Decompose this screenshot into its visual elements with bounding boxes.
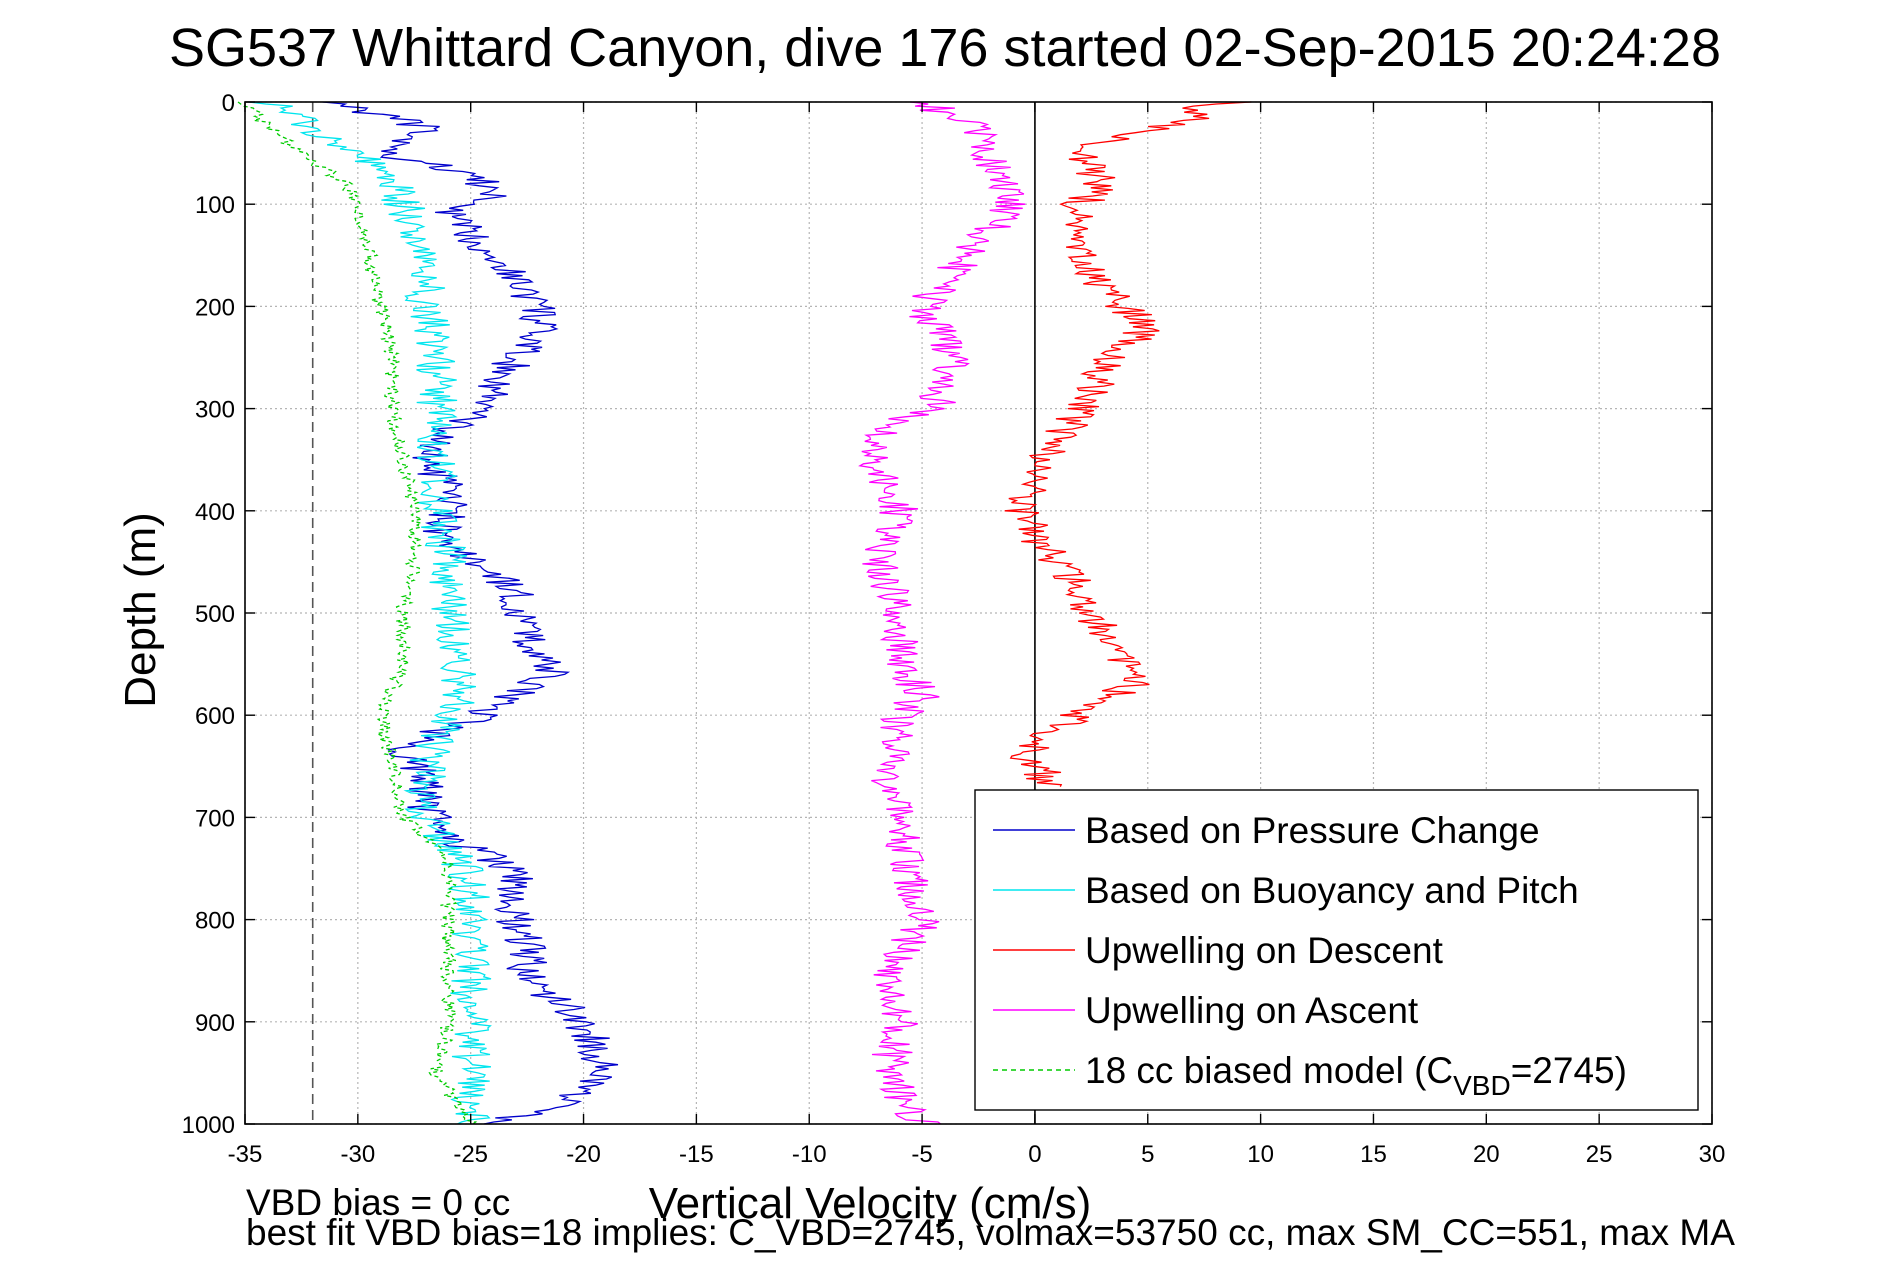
x-tick-label: 10 [1247, 1141, 1274, 1168]
chart-title: SG537 Whittard Canyon, dive 176 started … [169, 18, 1721, 78]
series-line [248, 101, 492, 1125]
best-fit-note: best fit VBD bias=18 implies: C_VBD=2745… [246, 1212, 1735, 1253]
y-axis-label: Depth (m) [116, 512, 165, 708]
y-tick-label: 1000 [182, 1112, 235, 1139]
series-path [248, 101, 492, 1125]
legend-label: 18 cc biased model (CVBD=2745) [1085, 1050, 1627, 1101]
x-tick-label: 25 [1586, 1141, 1613, 1168]
series-path [858, 101, 1026, 1125]
legend-label: Based on Pressure Change [1085, 810, 1540, 851]
x-tick-label: -30 [341, 1141, 376, 1168]
series-line [858, 101, 1026, 1125]
x-tick-label: 20 [1473, 1141, 1500, 1168]
series-path [1004, 101, 1252, 787]
legend-box [974, 789, 1699, 1111]
y-tick-label: 100 [195, 192, 235, 219]
x-axis-label: Vertical Velocity (cm/s) [649, 1179, 1092, 1228]
axes [244, 101, 1713, 1125]
data-series [237, 101, 1252, 1125]
series-line [322, 101, 619, 1125]
legend: Based on Pressure Change Based on Buoyanc… [974, 789, 1699, 1111]
x-tick-label: -10 [792, 1141, 827, 1168]
y-tick-label: 900 [195, 1010, 235, 1037]
y-tick-label: 500 [195, 601, 235, 628]
y-tick-label: 700 [195, 805, 235, 832]
x-tick-label: -5 [911, 1141, 932, 1168]
x-tick-label: 15 [1360, 1141, 1387, 1168]
y-tick-label: 400 [195, 499, 235, 526]
y-tick-labels: 0 100 200 300 400 500 600 700 800 900 1000 [182, 90, 235, 1139]
y-tick-label: 200 [195, 294, 235, 321]
x-tick-labels: -35 -30 -25 -20 -15 -10 -5 0 5 10 15 20 25 30 [228, 1141, 1726, 1168]
x-tick-label: -35 [228, 1141, 263, 1168]
series-path [237, 101, 478, 1125]
legend-label: Upwelling on Descent [1085, 930, 1444, 971]
legend-label: Based on Buoyancy and Pitch [1085, 870, 1579, 911]
series-path [322, 101, 619, 1125]
x-tick-label: -15 [679, 1141, 714, 1168]
legend-label: Upwelling on Ascent [1085, 990, 1419, 1031]
x-tick-label: 30 [1699, 1141, 1726, 1168]
x-tick-label: -20 [566, 1141, 601, 1168]
vbd-bias-note: VBD bias = 0 cc [246, 1182, 511, 1223]
series-line [237, 101, 478, 1125]
y-tick-label: 0 [222, 90, 235, 117]
x-tick-label: -25 [453, 1141, 488, 1168]
y-tick-label: 600 [195, 703, 235, 730]
y-tick-label: 300 [195, 397, 235, 424]
x-tick-label: 5 [1141, 1141, 1154, 1168]
x-tick-label: 0 [1028, 1141, 1041, 1168]
series-line [1004, 101, 1252, 787]
y-tick-label: 800 [195, 908, 235, 935]
